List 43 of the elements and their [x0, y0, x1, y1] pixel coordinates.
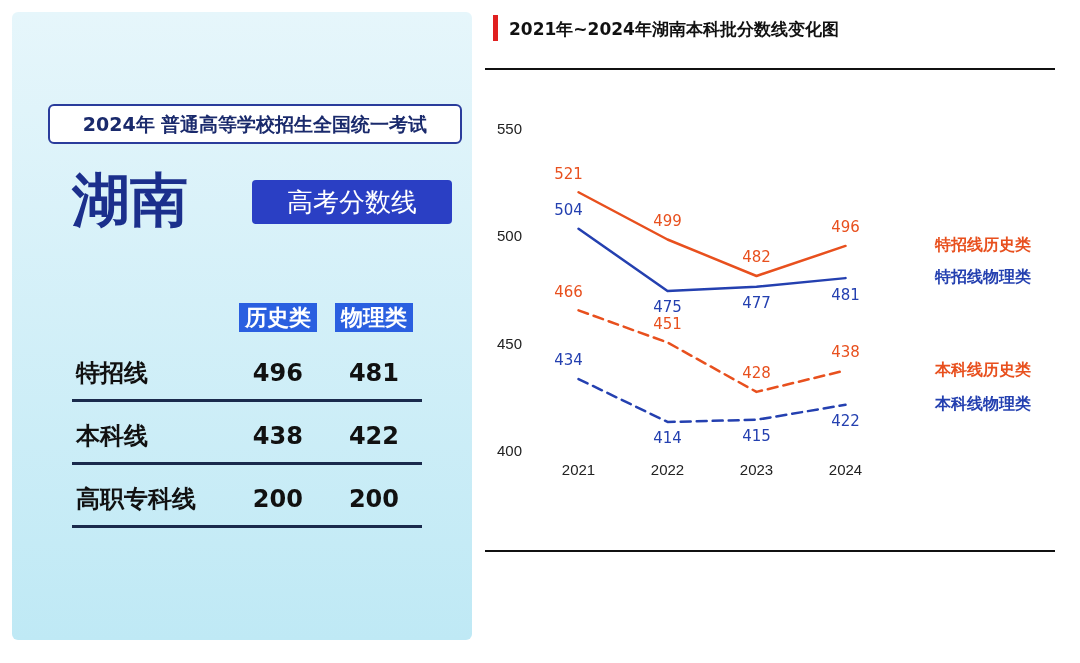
- data-label: 504: [554, 201, 583, 220]
- data-label: 496: [831, 218, 860, 237]
- legend-label: 物理类: [334, 303, 413, 332]
- y-tick-label: 550: [497, 120, 523, 138]
- data-label: 415: [742, 427, 771, 446]
- x-tick-label: 2021: [561, 461, 596, 479]
- y-tick-label: 400: [497, 442, 523, 460]
- x-tick-label: 2022: [650, 461, 685, 479]
- data-label: 496: [229, 339, 326, 401]
- text: 本科线历史类: [934, 359, 1031, 379]
- category-label: 本科线: [72, 400, 230, 464]
- series-label: 历史类: [238, 303, 317, 332]
- data-label: 499: [653, 211, 682, 230]
- chart-title: 2021年~2024年湖南本科批分数线变化图: [508, 18, 839, 41]
- y-tick-label: 450: [497, 334, 523, 352]
- x-tick-label: 2023: [739, 461, 774, 479]
- data-label: 422: [325, 400, 422, 464]
- text: 高考分数线: [252, 180, 452, 224]
- data-label: 482: [742, 248, 771, 267]
- category-label: 特招线: [72, 339, 230, 401]
- data-label: 521: [554, 164, 583, 183]
- text: 本科线物理类: [934, 393, 1031, 413]
- data-label: 414: [653, 429, 682, 448]
- data-label: 477: [742, 294, 771, 313]
- x-tick-label: 2024: [828, 461, 863, 479]
- text: 特招线历史类: [934, 235, 1031, 255]
- category-label: 高职专科线: [72, 463, 230, 527]
- data-label: 475: [653, 298, 682, 317]
- text: 湖南: [72, 165, 188, 236]
- data-label: 451: [653, 314, 682, 333]
- data-label: 200: [325, 463, 422, 527]
- data-label: 481: [325, 339, 422, 401]
- data-label: 434: [554, 351, 583, 370]
- data-label: 481: [831, 285, 860, 304]
- data-label: 200: [229, 463, 326, 527]
- data-label: 438: [229, 400, 326, 464]
- text: 2024年 普通高等学校招生全国统一考试: [48, 104, 462, 144]
- data-label: 466: [554, 282, 583, 301]
- data-label: 438: [831, 342, 860, 361]
- data-label: 428: [742, 364, 771, 383]
- text: 特招线物理类: [934, 267, 1031, 287]
- y-tick-label: 500: [497, 227, 523, 245]
- data-label: 422: [831, 412, 860, 431]
